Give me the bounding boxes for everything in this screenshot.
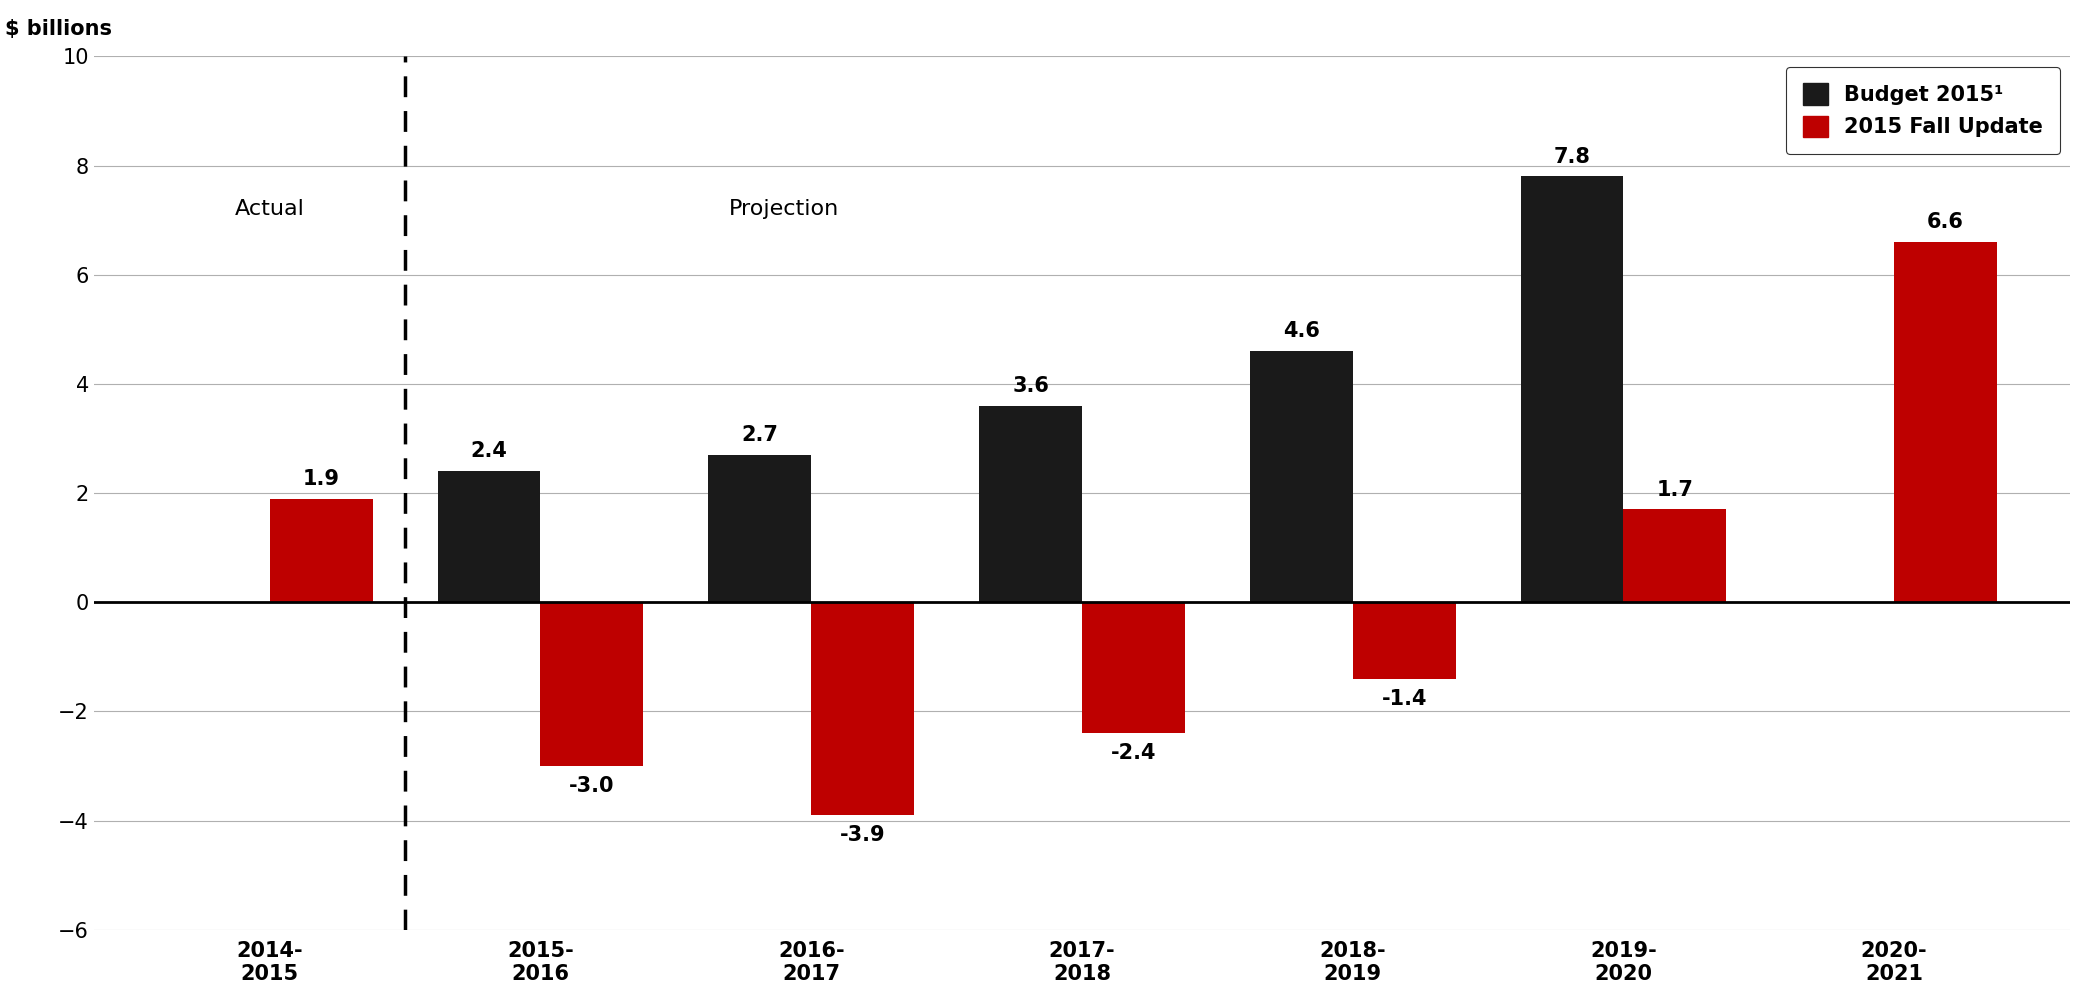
Text: -2.4: -2.4 (1110, 743, 1156, 763)
Bar (1894, 242, 1997, 602)
Text: -3.9: -3.9 (841, 825, 884, 845)
Text: Projection: Projection (730, 199, 838, 219)
Text: 1.9: 1.9 (303, 468, 339, 488)
Bar (1250, 351, 1353, 602)
Bar (709, 455, 811, 602)
Bar (811, 602, 914, 815)
Text: $ billions: $ billions (4, 19, 111, 39)
Bar (1081, 602, 1186, 734)
Bar (979, 406, 1081, 602)
Text: 4.6: 4.6 (1282, 322, 1319, 342)
Bar (437, 471, 539, 602)
Text: -1.4: -1.4 (1382, 688, 1426, 709)
Bar (270, 498, 372, 602)
Text: -3.0: -3.0 (569, 776, 615, 796)
Text: 3.6: 3.6 (1012, 376, 1050, 396)
Bar (1353, 602, 1455, 678)
Text: 7.8: 7.8 (1554, 147, 1591, 167)
Legend: Budget 2015¹, 2015 Fall Update: Budget 2015¹, 2015 Fall Update (1786, 66, 2060, 154)
Text: 1.7: 1.7 (1656, 479, 1694, 499)
Text: 2.4: 2.4 (470, 441, 508, 461)
Bar (1623, 510, 1727, 602)
Bar (1520, 177, 1623, 602)
Text: Actual: Actual (234, 199, 305, 219)
Text: 2.7: 2.7 (742, 425, 778, 445)
Bar (539, 602, 644, 766)
Text: 6.6: 6.6 (1928, 212, 1963, 232)
